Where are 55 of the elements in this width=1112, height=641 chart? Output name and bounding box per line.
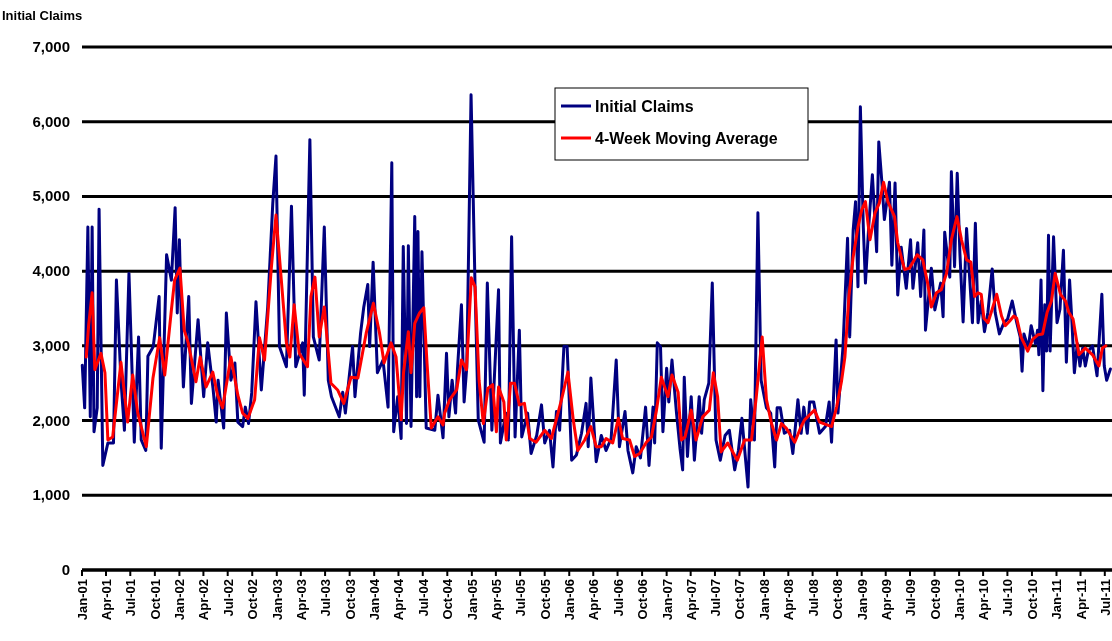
legend-label: 4-Week Moving Average bbox=[595, 130, 778, 147]
x-tick-label: Jul-09 bbox=[903, 579, 918, 617]
x-tick-label: Oct-09 bbox=[927, 579, 943, 620]
x-tick-label: Jul-10 bbox=[1000, 579, 1016, 617]
x-tick-label: Jul-11 bbox=[1097, 579, 1112, 616]
x-tick-label: Oct-02 bbox=[245, 579, 261, 620]
y-tick-label: 5,000 bbox=[32, 187, 70, 205]
x-tick-label: Jul-08 bbox=[805, 579, 821, 617]
x-tick-label: Oct-03 bbox=[342, 579, 358, 620]
x-tick-label: Jul-05 bbox=[513, 579, 529, 617]
x-tick-label: Jul-03 bbox=[318, 579, 334, 617]
legend-label: Initial Claims bbox=[595, 98, 694, 115]
y-tick-label: 1,000 bbox=[32, 486, 70, 504]
x-tick-label: Apr-05 bbox=[488, 579, 504, 621]
x-tick-label: Jan-04 bbox=[367, 578, 383, 621]
y-tick-label: 7,000 bbox=[32, 38, 70, 55]
y-tick-label: 2,000 bbox=[32, 411, 70, 429]
x-tick-label: Oct-06 bbox=[635, 579, 651, 620]
x-tick-label: Jul-04 bbox=[415, 578, 431, 617]
x-tick-label: Apr-03 bbox=[293, 579, 309, 621]
x-tick-label: Jan-02 bbox=[172, 579, 188, 621]
x-tick-label: Jan-09 bbox=[854, 579, 870, 621]
x-tick-label: Oct-07 bbox=[732, 579, 748, 620]
x-tick-label: Apr-02 bbox=[196, 579, 212, 621]
line-series bbox=[84, 180, 1108, 462]
x-tick-label: Jan-08 bbox=[757, 579, 773, 621]
y-tick-label: 3,000 bbox=[32, 336, 70, 354]
x-tick-label: Jul-07 bbox=[707, 579, 723, 617]
y-tick-label: 4,000 bbox=[32, 262, 70, 280]
x-tick-label: Oct-04 bbox=[440, 578, 456, 620]
x-tick-label: Apr-04 bbox=[391, 578, 407, 621]
x-tick-label: Oct-10 bbox=[1024, 579, 1040, 620]
x-tick-label: Apr-01 bbox=[99, 579, 115, 621]
x-tick-label: Jan-07 bbox=[659, 579, 675, 621]
x-tick-label: Apr-07 bbox=[683, 579, 699, 621]
x-tick-label: Jan-03 bbox=[269, 579, 285, 621]
x-tick-label: Apr-11 bbox=[1073, 579, 1089, 620]
x-tick-label: Apr-06 bbox=[586, 579, 602, 621]
x-tick-label: Jan-10 bbox=[952, 579, 968, 621]
x-tick-label: Apr-10 bbox=[976, 579, 992, 621]
y-tick-label: 6,000 bbox=[32, 112, 70, 130]
y-tick-label: 0 bbox=[61, 561, 70, 578]
x-tick-label: Apr-09 bbox=[878, 579, 894, 621]
x-tick-label: Jul-02 bbox=[220, 579, 236, 617]
x-tick-label: Jan-06 bbox=[562, 579, 578, 621]
x-tick-label: Oct-01 bbox=[147, 579, 163, 620]
x-tick-label: Oct-05 bbox=[537, 579, 553, 620]
x-tick-label: Jan-05 bbox=[464, 579, 480, 621]
x-tick-label: Jan-01 bbox=[75, 579, 90, 621]
x-tick-label: Oct-08 bbox=[830, 579, 846, 620]
x-tick-label: Jul-01 bbox=[123, 579, 139, 617]
y-axis-title: Initial Claims bbox=[2, 8, 83, 23]
x-tick-label: Apr-08 bbox=[781, 579, 797, 621]
x-tick-label: Jul-06 bbox=[610, 579, 626, 617]
x-tick-label: Jan-11 bbox=[1049, 579, 1065, 620]
